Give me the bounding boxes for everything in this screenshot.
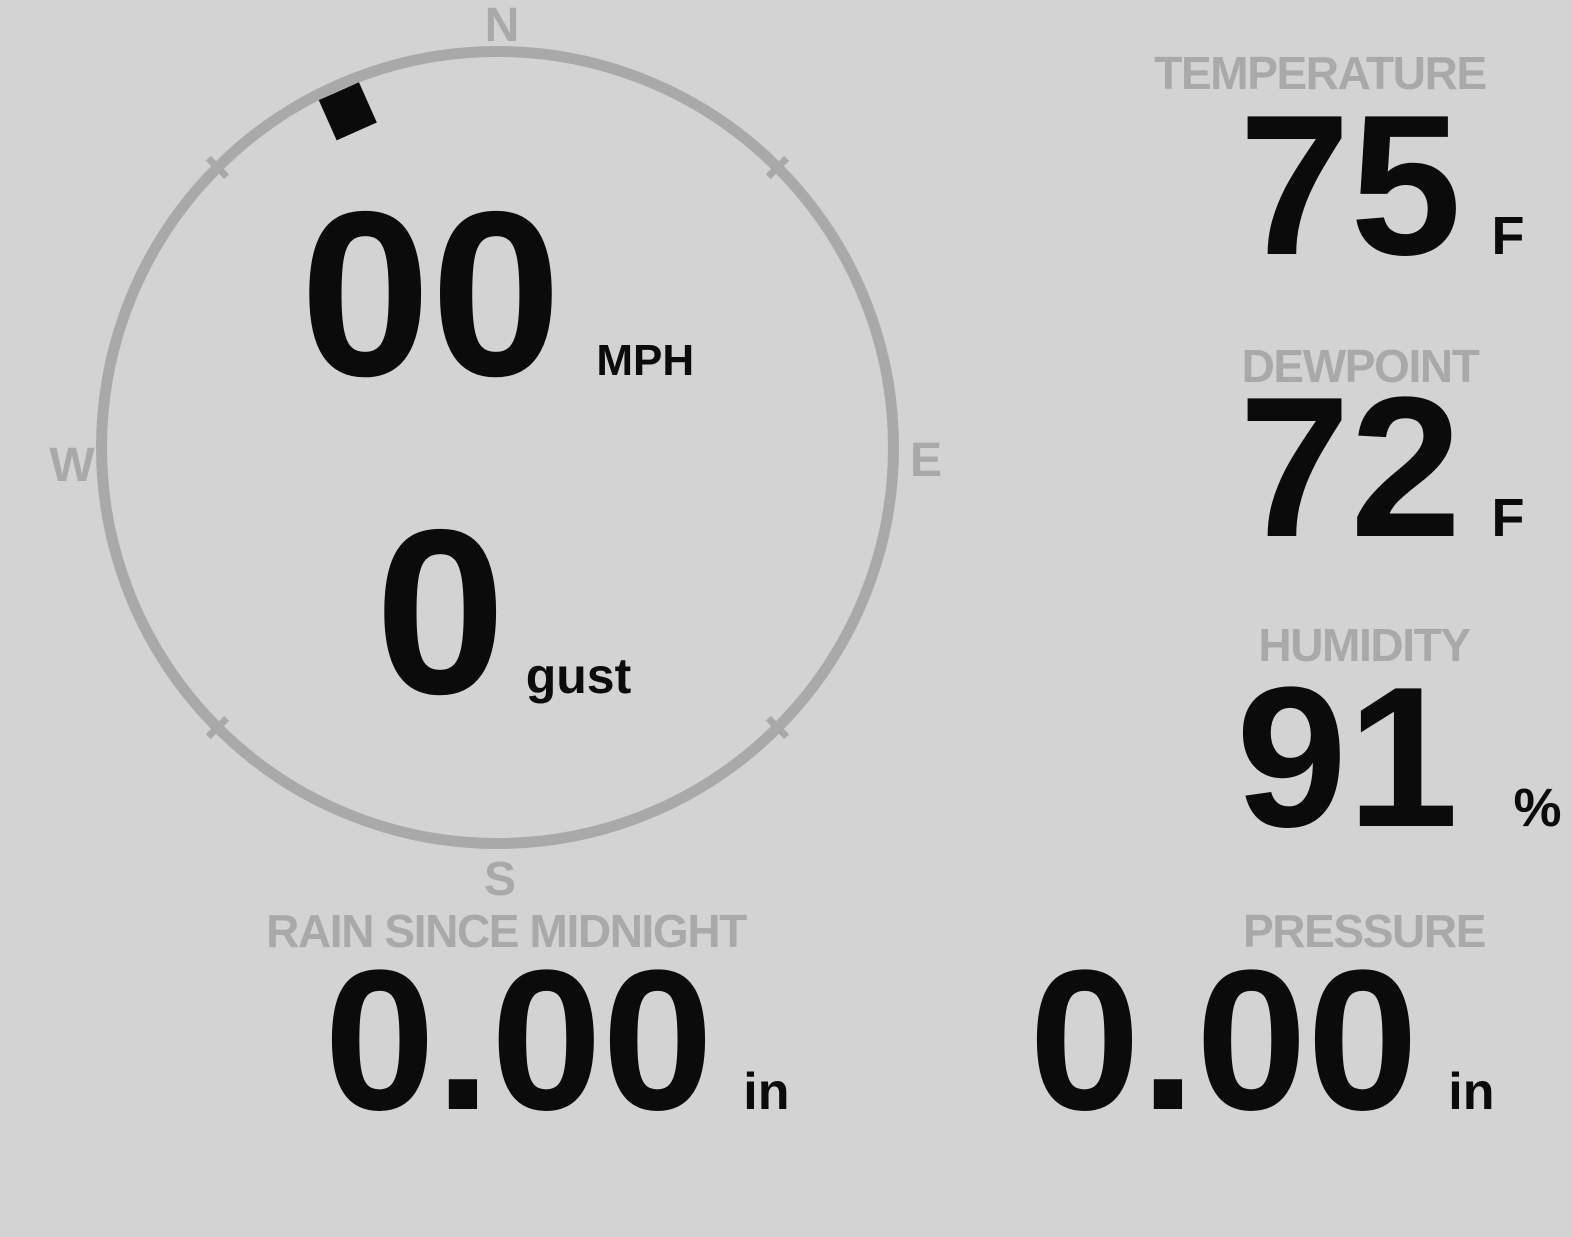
- compass-label-south: S: [483, 853, 517, 906]
- temperature-label: TEMPERATURE: [1154, 47, 1487, 99]
- wind-gust-unit: gust: [525, 648, 632, 704]
- wind-speed-value: 00: [300, 162, 562, 425]
- pressure-label: PRESSURE: [1242, 905, 1486, 957]
- dewpoint-unit: F: [1491, 488, 1525, 548]
- temperature-value: 75: [1239, 74, 1462, 297]
- wind-gust: 0 gust: [375, 494, 631, 729]
- compass-label-north: N: [484, 0, 520, 52]
- temperature-reading: 75 F: [1239, 86, 1524, 286]
- pressure-value: 0.00: [1029, 929, 1419, 1152]
- wind-gust-value: 0: [375, 480, 506, 743]
- temperature-unit: F: [1491, 206, 1525, 266]
- humidity-value: 91: [1236, 646, 1459, 869]
- dewpoint-label: DEWPOINT: [1241, 340, 1480, 392]
- compass-tick-sw: [205, 715, 230, 740]
- compass-label-west: W: [49, 439, 95, 492]
- rain-since-midnight-value: 0.00: [324, 929, 714, 1152]
- pressure-unit: in: [1448, 1063, 1495, 1121]
- rain-since-midnight-reading: 0.00 in: [324, 941, 789, 1141]
- rain-since-midnight-label: RAIN SINCE MIDNIGHT: [266, 905, 747, 957]
- compass-tick-nw: [205, 155, 230, 180]
- compass-circle: [96, 46, 899, 849]
- wind-speed-unit: MPH: [596, 336, 695, 385]
- humidity-unit: %: [1513, 778, 1562, 838]
- compass-label-east: E: [909, 434, 943, 487]
- rain-since-midnight-unit: in: [743, 1063, 790, 1121]
- compass-tick-se: [765, 715, 790, 740]
- dewpoint-reading: 72 F: [1239, 368, 1524, 568]
- wind-direction-marker: [318, 82, 377, 141]
- humidity-reading: 91 %: [1236, 658, 1561, 858]
- wind-speed: 00 MPH: [300, 176, 694, 411]
- humidity-label: HUMIDITY: [1258, 619, 1471, 671]
- compass-tick-ne: [765, 155, 790, 180]
- wind-compass-dial: [96, 46, 899, 849]
- pressure-reading: 0.00 in: [1029, 941, 1494, 1141]
- dewpoint-value: 72: [1239, 356, 1462, 579]
